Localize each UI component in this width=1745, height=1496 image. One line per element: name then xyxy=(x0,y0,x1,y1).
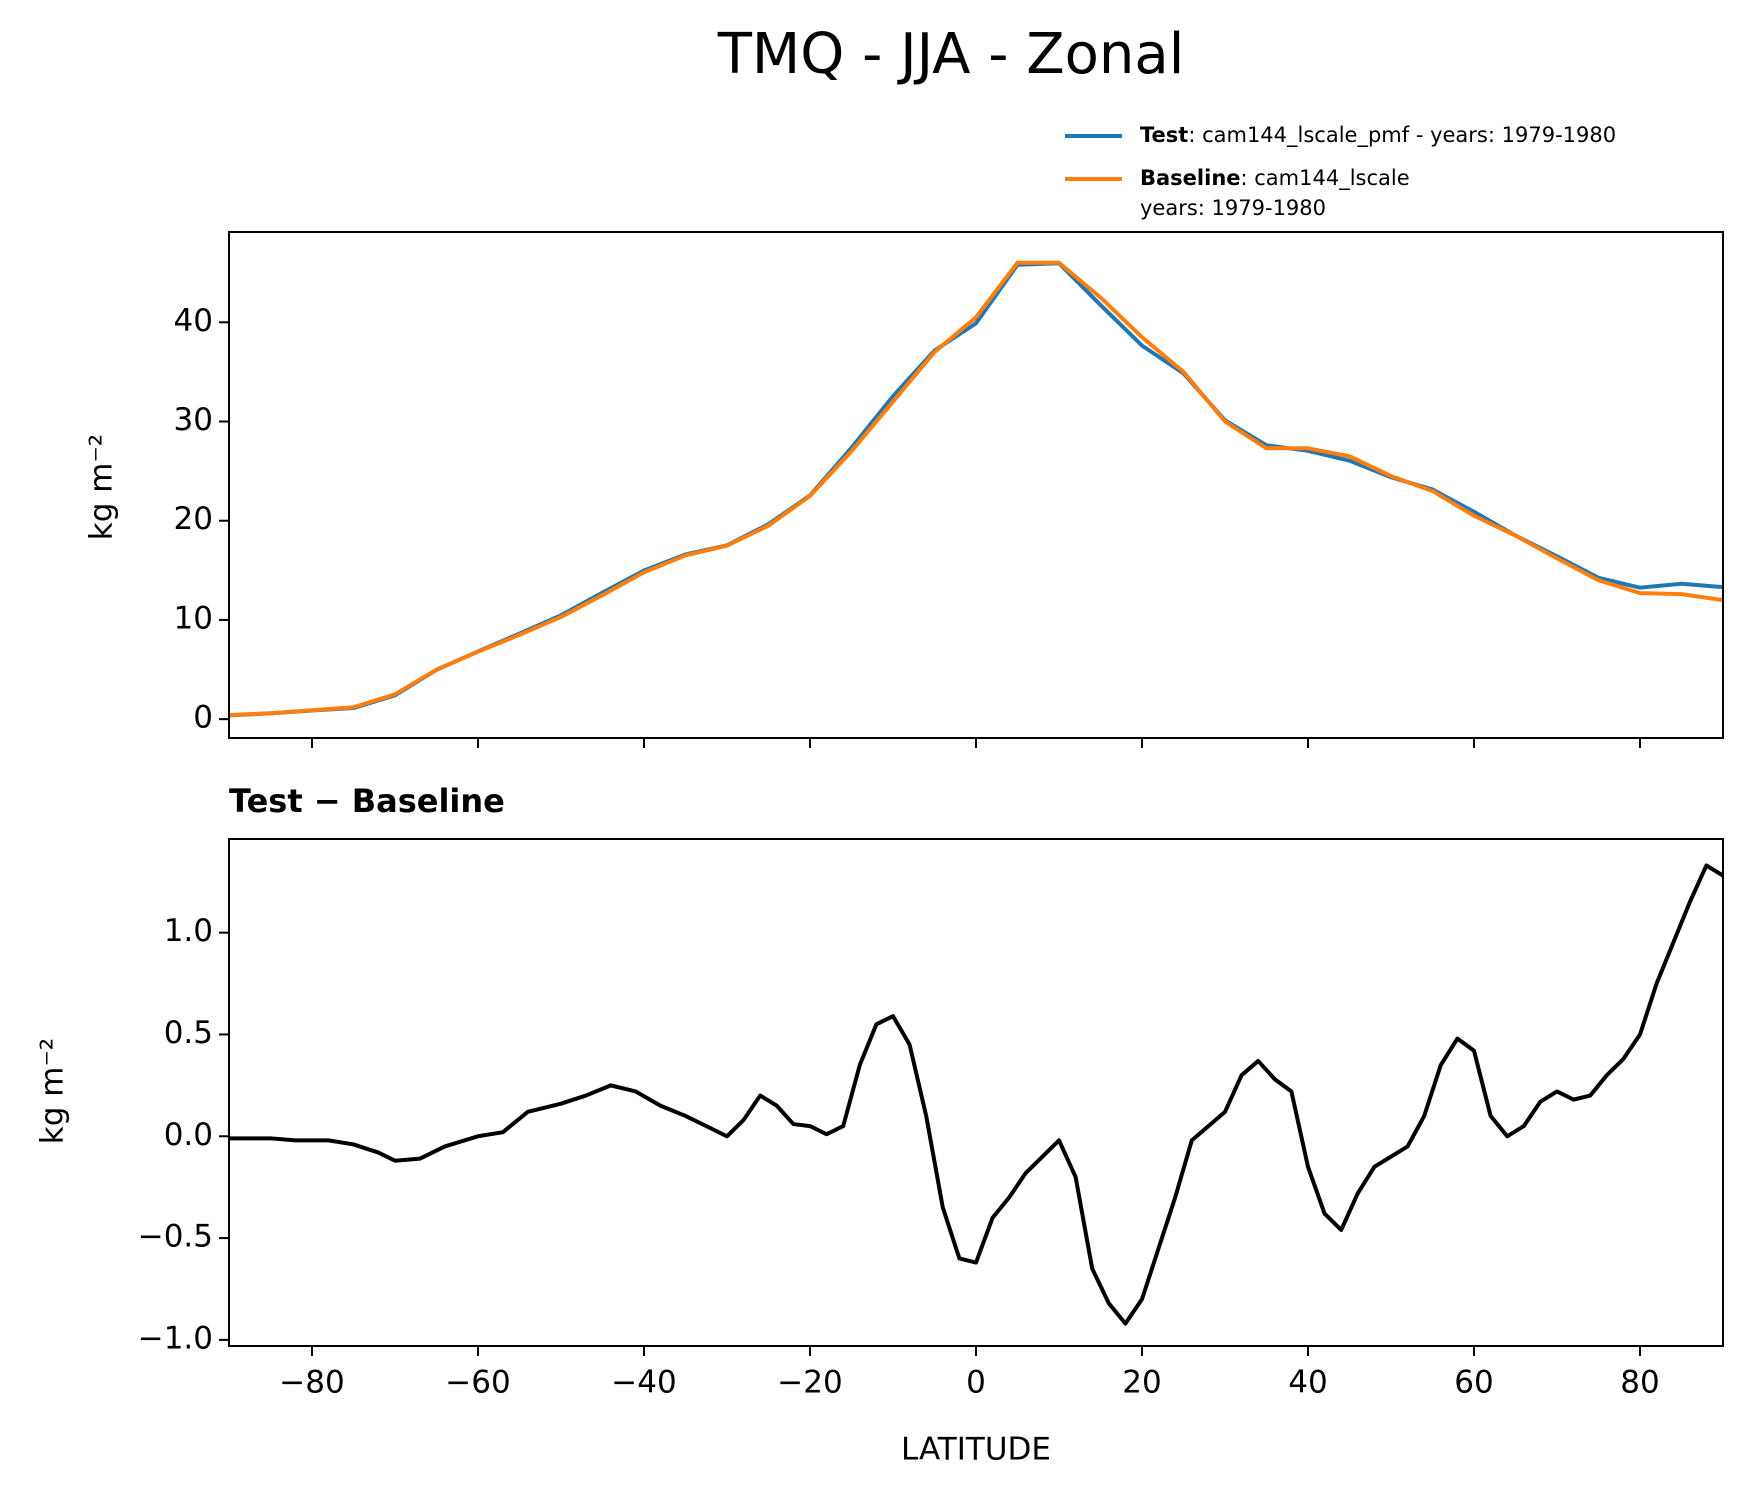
y-tick-label: 30 xyxy=(174,402,213,438)
legend-label: Test: cam144_lscale_pmf - years: 1979-19… xyxy=(1140,123,1616,148)
y-tick-label: 40 xyxy=(174,303,213,339)
legend-label: Baseline: cam144_lscale years: 1979-1980 xyxy=(1140,166,1410,220)
y-tick-label: 10 xyxy=(174,600,213,636)
y-axis-label: kg m⁻² xyxy=(35,1038,71,1144)
y-tick-label: 20 xyxy=(174,501,213,537)
y-tick-label: 0.5 xyxy=(164,1015,213,1051)
data-line xyxy=(229,863,1723,1326)
x-tick-label: −60 xyxy=(445,1365,510,1401)
y-tick-label: 1.0 xyxy=(164,913,213,949)
x-tick-label: 20 xyxy=(1122,1365,1161,1401)
x-tick-label: 80 xyxy=(1620,1365,1659,1401)
x-axis-label: LATITUDE xyxy=(901,1432,1051,1468)
x-tick-label: 60 xyxy=(1454,1365,1493,1401)
y-tick-label: 0 xyxy=(193,700,213,736)
legend-name: Baseline xyxy=(1140,166,1241,190)
x-tick-label: −80 xyxy=(279,1365,344,1401)
x-tick-label: 0 xyxy=(966,1365,986,1401)
legend-name: Test xyxy=(1140,123,1188,147)
y-tick-label: −0.5 xyxy=(138,1219,213,1255)
panel-title: Test − Baseline xyxy=(229,782,505,820)
data-line xyxy=(229,260,1723,718)
y-tick-label: 0.0 xyxy=(164,1117,213,1153)
legend-description: : cam144_lscale_pmf - years: 1979-1980 xyxy=(1188,123,1616,148)
axes-frame xyxy=(228,231,1724,739)
x-tick-label: 40 xyxy=(1288,1365,1327,1401)
y-tick-label: −1.0 xyxy=(138,1320,213,1356)
legend-description: years: 1979-1980 xyxy=(1140,196,1326,220)
legend-description: : cam144_lscale xyxy=(1241,166,1410,191)
y-axis-label: kg m⁻² xyxy=(84,434,120,540)
figure-title: TMQ - JJA - Zonal xyxy=(717,22,1185,87)
x-tick-label: −40 xyxy=(611,1365,676,1401)
x-tick-label: −20 xyxy=(777,1365,842,1401)
axes-frame xyxy=(228,838,1724,1347)
